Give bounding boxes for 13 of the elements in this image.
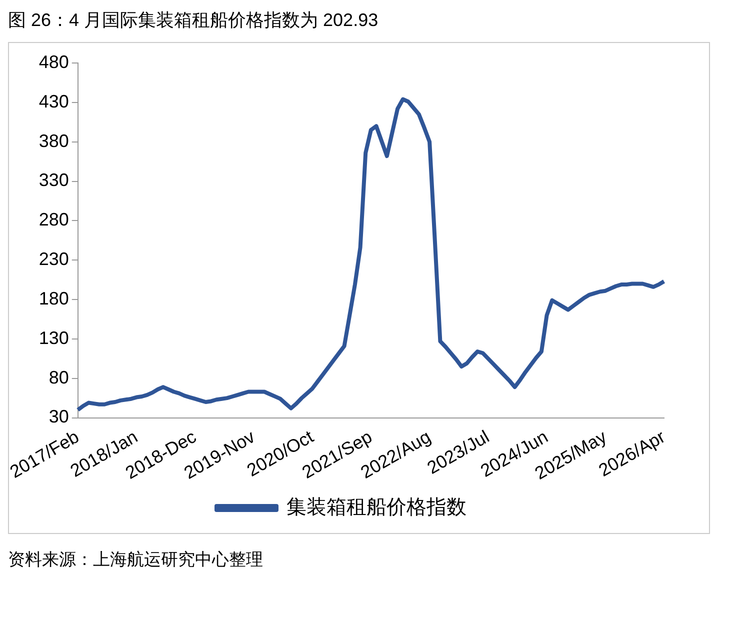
y-tick-label: 130 bbox=[38, 328, 69, 348]
y-tick-label: 330 bbox=[38, 170, 69, 190]
text: 资料来源：上海航运研究中心整理 bbox=[8, 549, 264, 571]
y-tick-label: 180 bbox=[38, 288, 69, 308]
y-tick-label: 480 bbox=[38, 52, 69, 72]
y-tick-label: 280 bbox=[38, 210, 69, 230]
y-tick-label: 430 bbox=[38, 91, 69, 112]
y-tick-label: 230 bbox=[38, 249, 69, 270]
legend-label: 集装箱租船价格指数 bbox=[286, 496, 466, 519]
y-tick-label: 30 bbox=[48, 406, 69, 427]
chart-title: 图 26：4 月国际集装箱租船价格指数为 202.93 bbox=[8, 9, 380, 32]
y-tick-label: 380 bbox=[38, 130, 69, 151]
y-tick-label: 80 bbox=[48, 367, 69, 388]
